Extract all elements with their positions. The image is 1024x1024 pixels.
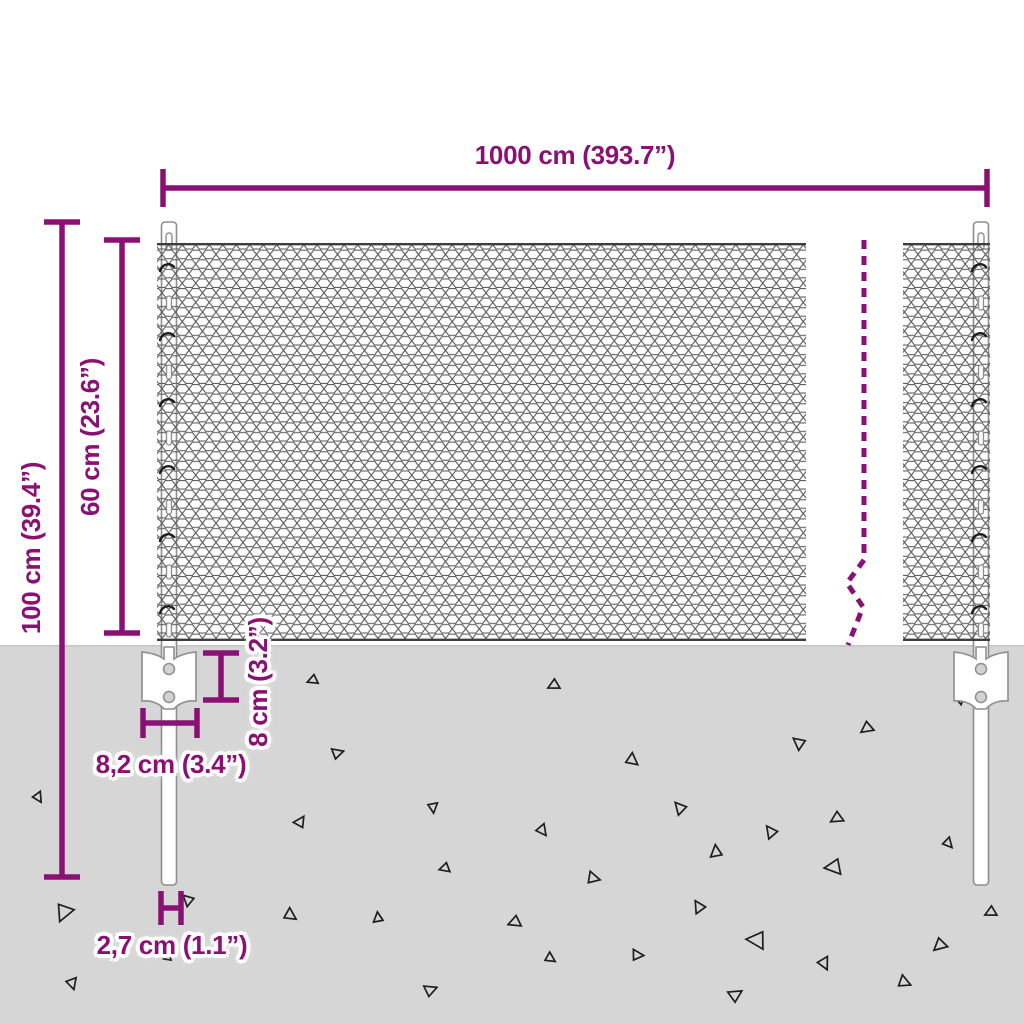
ground-triangles (30, 673, 999, 1004)
label-anchor-width: 8,2 cm (3.4”) (95, 749, 247, 779)
wire-hook (970, 465, 988, 475)
gravel-triangle (161, 950, 173, 962)
post-slot (977, 364, 985, 380)
post-slot (165, 622, 173, 638)
label-post-width: 2,7 cm (1.1”) (96, 930, 248, 960)
dim-total-height (44, 219, 80, 880)
gravel-triangle (282, 905, 298, 921)
gravel-triangle (897, 973, 913, 987)
label-anchor-depth: 8 cm (3.2”) (243, 617, 273, 747)
gravel-triangle (632, 947, 646, 962)
wire-hook (158, 605, 176, 615)
gravel-triangle (932, 936, 950, 952)
wire-hook (158, 332, 176, 342)
gravel-triangle (815, 954, 829, 972)
gravel-triangle (426, 801, 439, 815)
gravel-triangle (305, 673, 320, 685)
gravel-triangle (587, 869, 602, 884)
anchor-bracket-right (953, 646, 1009, 710)
post-slot (977, 499, 985, 515)
gravel-triangle (744, 930, 764, 951)
gravel-triangle (709, 842, 724, 859)
gravel-triangle (822, 857, 842, 876)
gravel-triangle (941, 835, 954, 850)
dim-anchor-width (140, 708, 200, 738)
wire-hook (970, 398, 988, 408)
wire-hook (158, 465, 176, 475)
dim-mesh-height (104, 237, 140, 636)
gravel-triangle (543, 950, 557, 963)
gravel-triangle (983, 904, 999, 916)
dim-total-width (160, 169, 990, 207)
gravel-triangle (422, 985, 439, 999)
post-slot (977, 295, 985, 311)
label-total-width: 1000 cm (393.7”) (474, 140, 676, 170)
gravel-triangle (673, 801, 689, 817)
wire-hook (158, 263, 176, 273)
gravel-triangle (624, 750, 640, 766)
gravel-triangle (372, 910, 385, 924)
post-slot (977, 622, 985, 638)
dimension-lines (44, 169, 990, 925)
mesh-panel-right (903, 242, 990, 641)
wire-hook (970, 605, 988, 615)
post-slot (165, 430, 173, 446)
mesh-panel-left (157, 242, 806, 641)
gravel-triangle (791, 737, 807, 753)
post-fittings (158, 263, 176, 638)
gravel-triangle (437, 861, 452, 873)
gravel-triangle (546, 677, 562, 689)
bracket-hole (974, 662, 988, 676)
label-mesh-height: 60 cm (23.6”) (75, 358, 105, 516)
gravel-triangle (694, 899, 708, 916)
break-line (843, 240, 867, 646)
wire-hook (970, 332, 988, 342)
post-slot (977, 564, 985, 580)
gravel-triangle (57, 903, 76, 924)
bracket-hole (974, 690, 988, 704)
post-slot (165, 295, 173, 311)
post-slot (165, 364, 173, 380)
gravel-triangle (859, 719, 876, 734)
gravel-triangle (506, 913, 523, 927)
gravel-triangle (534, 821, 548, 837)
wire-hook (158, 398, 176, 408)
gravel-triangle (829, 809, 846, 823)
wire-hook (158, 533, 176, 543)
post-slot (165, 564, 173, 580)
bracket-hole (162, 690, 176, 704)
dim-post-width (158, 891, 184, 925)
label-total-height: 100 cm (39.4”) (16, 461, 46, 635)
wire-hook (970, 533, 988, 543)
gravel-triangle (30, 789, 43, 804)
bracket-hole (162, 662, 176, 676)
gravel-triangle (291, 814, 305, 829)
post-slot (165, 499, 173, 515)
gravel-triangle (330, 747, 346, 761)
post-fittings (970, 263, 988, 638)
wire-hook (970, 263, 988, 273)
anchor-bracket-left (141, 646, 197, 710)
gravel-triangle (765, 824, 780, 841)
dim-anchor-depth (203, 650, 239, 703)
post-slot (977, 430, 985, 446)
gravel-triangle (726, 989, 744, 1004)
gravel-triangle (64, 976, 78, 992)
gravel-triangle (181, 894, 196, 909)
